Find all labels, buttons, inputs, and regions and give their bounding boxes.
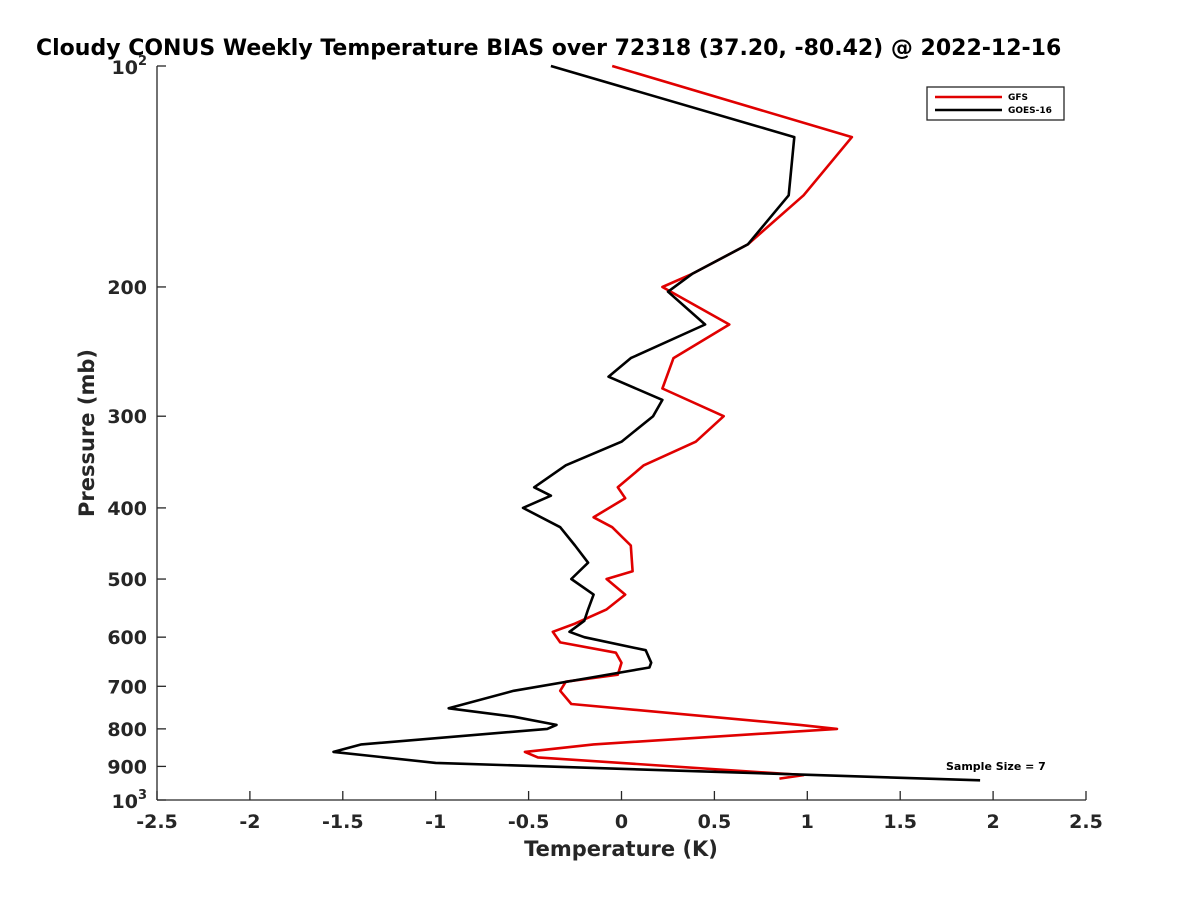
x-tick-label: 2 [986, 811, 999, 833]
y-tick-label-exponent: 2 [138, 54, 147, 69]
legend: GFS GOES-16 [926, 86, 1065, 121]
x-tick-label: -1.5 [322, 811, 364, 833]
x-tick-label: 1.5 [883, 811, 917, 833]
x-tick-label: 0 [615, 811, 628, 833]
x-tick-label: -1 [425, 811, 446, 833]
y-tick-label: 200 [107, 277, 147, 299]
chart-title: Cloudy CONUS Weekly Temperature BIAS ove… [36, 36, 1061, 61]
legend-box [926, 86, 1065, 121]
series-line-gfs [523, 64, 854, 780]
legend-label: GOES-16 [1008, 106, 1052, 116]
plot-area [156, 66, 1086, 801]
x-tick-label: 2.5 [1069, 811, 1103, 833]
x-tick-label: -2.5 [136, 811, 178, 833]
series-lines [332, 64, 981, 782]
x-tick-label: -2 [239, 811, 260, 833]
x-tick-label: -0.5 [508, 811, 550, 833]
y-axis-title: Pressure (mb) [75, 349, 99, 517]
y-tick-label: 400 [107, 498, 147, 520]
series-line-goes-16 [332, 64, 981, 782]
y-tick-label: 900 [107, 756, 147, 778]
sample-size-annotation: Sample Size = 7 [946, 760, 1046, 773]
x-axis-title: Temperature (K) [524, 837, 718, 861]
y-tick-label: 800 [107, 719, 147, 741]
legend-label: GFS [1008, 93, 1028, 103]
y-tick-label-base: 10 [112, 57, 138, 79]
x-tick-label: 0.5 [698, 811, 732, 833]
y-tick-label-exponent: 3 [138, 788, 147, 803]
y-tick-label: 700 [107, 676, 147, 698]
y-tick-label: 500 [107, 569, 147, 591]
y-tick-label: 102 [112, 54, 148, 79]
y-tick-label: 103 [112, 788, 148, 813]
y-tick-label-base: 10 [112, 791, 138, 813]
x-tick-label: 1 [801, 811, 814, 833]
x-axis-ticks: -2.5 -2 -1.5 -1 -0.5 0 0.5 1 1.5 2 2.5 [136, 791, 1103, 833]
y-tick-label: 300 [107, 406, 147, 428]
y-tick-label: 600 [107, 627, 147, 649]
